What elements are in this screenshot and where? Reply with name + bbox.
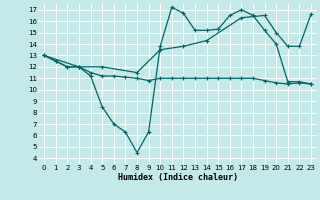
X-axis label: Humidex (Indice chaleur): Humidex (Indice chaleur) bbox=[118, 173, 238, 182]
